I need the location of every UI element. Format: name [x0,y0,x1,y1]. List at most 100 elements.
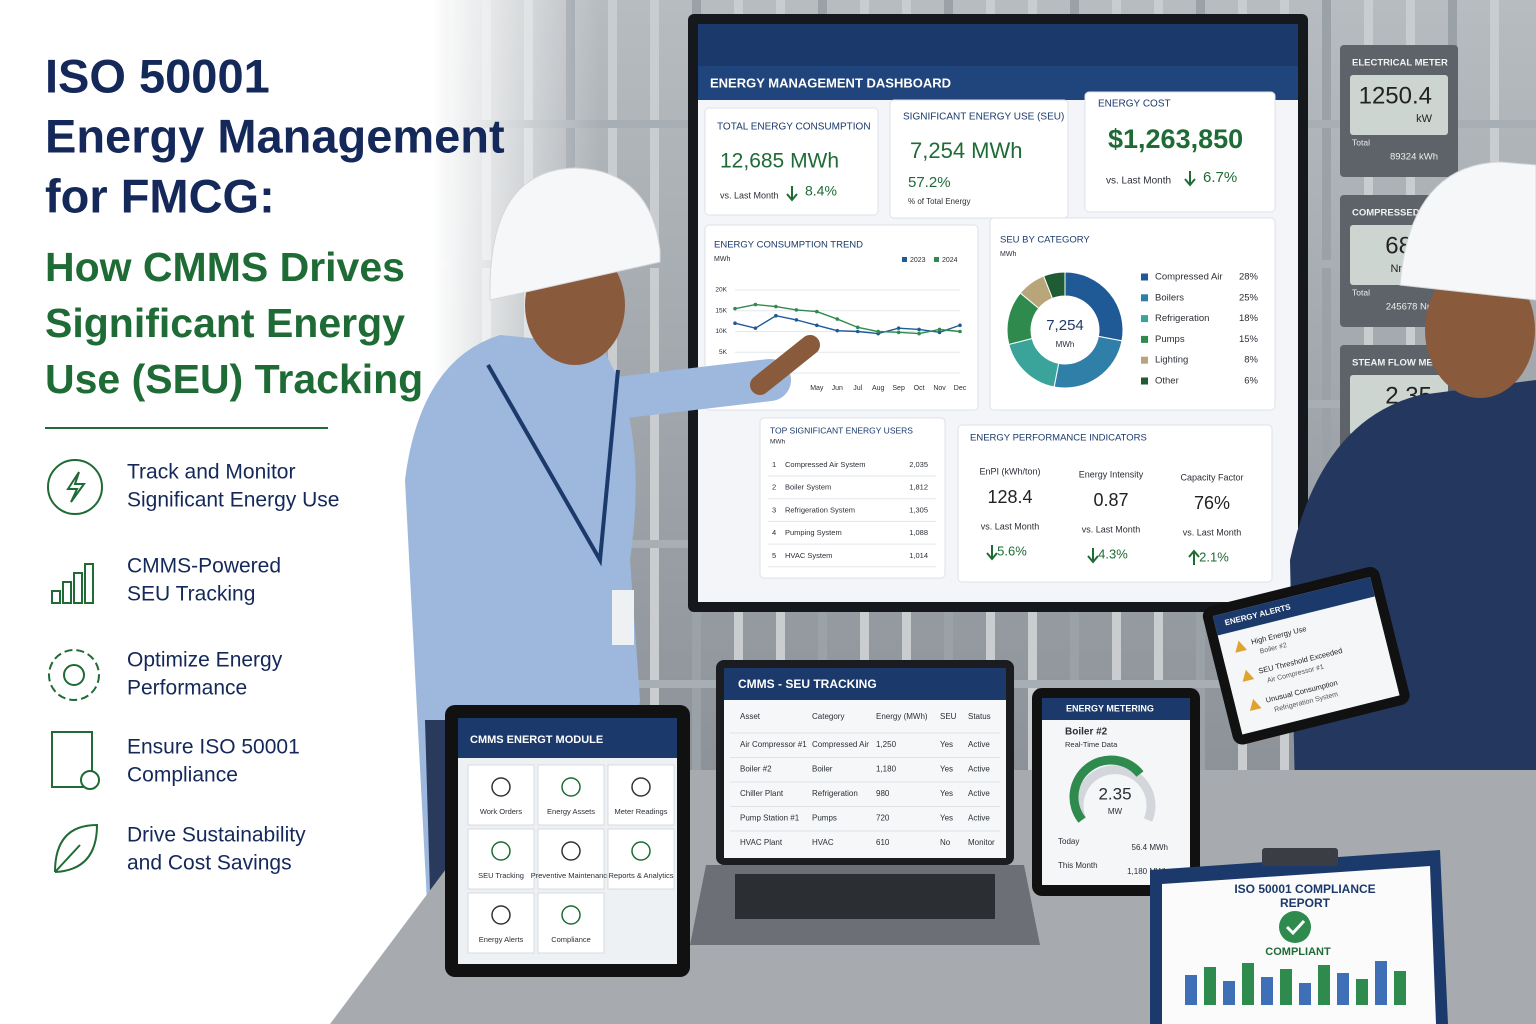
meter-reading: 1250.4 [1359,82,1432,109]
check-badge [1279,911,1311,943]
enpi-value: 128.4 [987,487,1032,507]
line-point [896,326,901,330]
column-header: Category [812,712,844,721]
dashboard-title: ENERGY MANAGEMENT DASHBOARD [710,75,951,90]
meter-display [1350,75,1448,135]
column-header: SEU [940,712,957,721]
meter-title: COMPRESSED AIR METER [1352,208,1474,219]
feature-icon [63,664,85,686]
report-bar-decoration [1185,975,1197,1005]
legend-swatch [1141,315,1148,323]
table-cell: Yes [940,814,953,823]
kpi-value: 12,685 MWh [720,150,839,173]
legend-label: Compressed Air [1155,272,1223,283]
tile-label: Reports & Analytics [608,871,673,880]
x-tick-label: Jun [832,385,843,392]
enpi-label: Energy Intensity [1079,469,1144,479]
x-tick-label: Nov [933,385,946,392]
feature-icon [62,581,72,604]
feature-icon [73,572,83,604]
tablet-screen [1042,698,1190,885]
rank: 4 [772,528,776,537]
meter-total: 89324 kWh [1390,152,1438,163]
feature-text: Compliance [127,764,238,787]
legend-label: Other [1155,376,1179,387]
enpi-value: 76% [1194,493,1230,513]
warning-icon [1235,640,1248,653]
card [759,417,946,579]
kpi-note: vs. Last Month [720,190,779,200]
tile-icon [561,841,581,861]
line-point [794,318,799,322]
meter-total: 245678 Nm³ [1386,302,1438,313]
x-tick-label: Dec [954,385,967,392]
line-point [917,327,921,332]
tile-label: Energy Alerts [479,935,524,944]
user-value: 1,088 [909,528,928,537]
user-name: HVAC System [785,551,832,560]
page-subtitle: Significant Energy [45,300,405,346]
trend-arrow [1184,171,1196,187]
module-tile [537,828,605,890]
legend-swatch [934,257,939,262]
module-tile [607,764,675,826]
line-point [794,308,799,312]
feature-text: and Cost Savings [127,852,292,875]
enpi-change: 2.1% [1199,549,1229,564]
rank: 2 [772,483,776,492]
legend-swatch [1141,273,1148,281]
table-unit: MWh [770,439,786,446]
feature-icon [48,649,100,701]
lanyard [486,364,620,567]
tile-icon [561,905,581,925]
meter-total-label: Total [1352,287,1370,297]
rank: 1 [772,460,776,469]
table-cell: HVAC Plant [740,838,783,847]
feature-icon [51,731,93,788]
x-tick-label: May [810,385,824,392]
card [889,99,1069,219]
pipe [650,0,659,1024]
module-tile [537,892,605,954]
table-cell: Active [968,765,990,774]
report-bar-decoration [1242,963,1254,1005]
table-cell: Refrigeration [812,789,858,798]
tile-icon [631,777,651,797]
table-cell: No [940,838,951,847]
legend-swatch [1141,294,1148,302]
table-cell: Yes [940,765,953,774]
line-point [876,329,880,334]
line-point [774,304,778,309]
enpi-note: vs. Last Month [1183,527,1242,537]
meter-unit: kW [1416,113,1433,125]
tile-icon [491,841,511,861]
line-point [917,331,921,336]
x-tick-label: Jul [853,385,862,392]
tablet-header [1042,698,1190,720]
line-point [835,317,840,321]
column-header: Asset [740,712,761,721]
report-bar-decoration [1299,983,1311,1005]
user-name: Refrigeration System [785,505,855,514]
kpi-share: 57.2% [908,174,951,191]
report-title: ISO 50001 COMPLIANCE [1234,882,1375,896]
value-label: 25% [1239,292,1259,303]
donut-center-unit: MWh [1056,340,1075,349]
user-value: 1,812 [909,483,928,492]
report-bar-decoration [1394,971,1406,1005]
clip [1262,848,1338,866]
legend-label: 2024 [942,257,958,264]
value-label: 6% [1244,376,1258,387]
report-bar-decoration [1223,981,1235,1005]
report-bar-decoration [1337,973,1349,1005]
table-cell: Boiler #2 [740,765,772,774]
kpi-value: $1,263,850 [1108,124,1243,154]
meter-title: ELECTRICAL METER [1352,58,1448,69]
feature-text: CMMS-Powered [127,555,281,578]
report-bar-decoration [1318,965,1330,1005]
legend-label: Boilers [1155,292,1184,303]
tile-icon [491,777,511,797]
feature-icon [66,471,86,503]
